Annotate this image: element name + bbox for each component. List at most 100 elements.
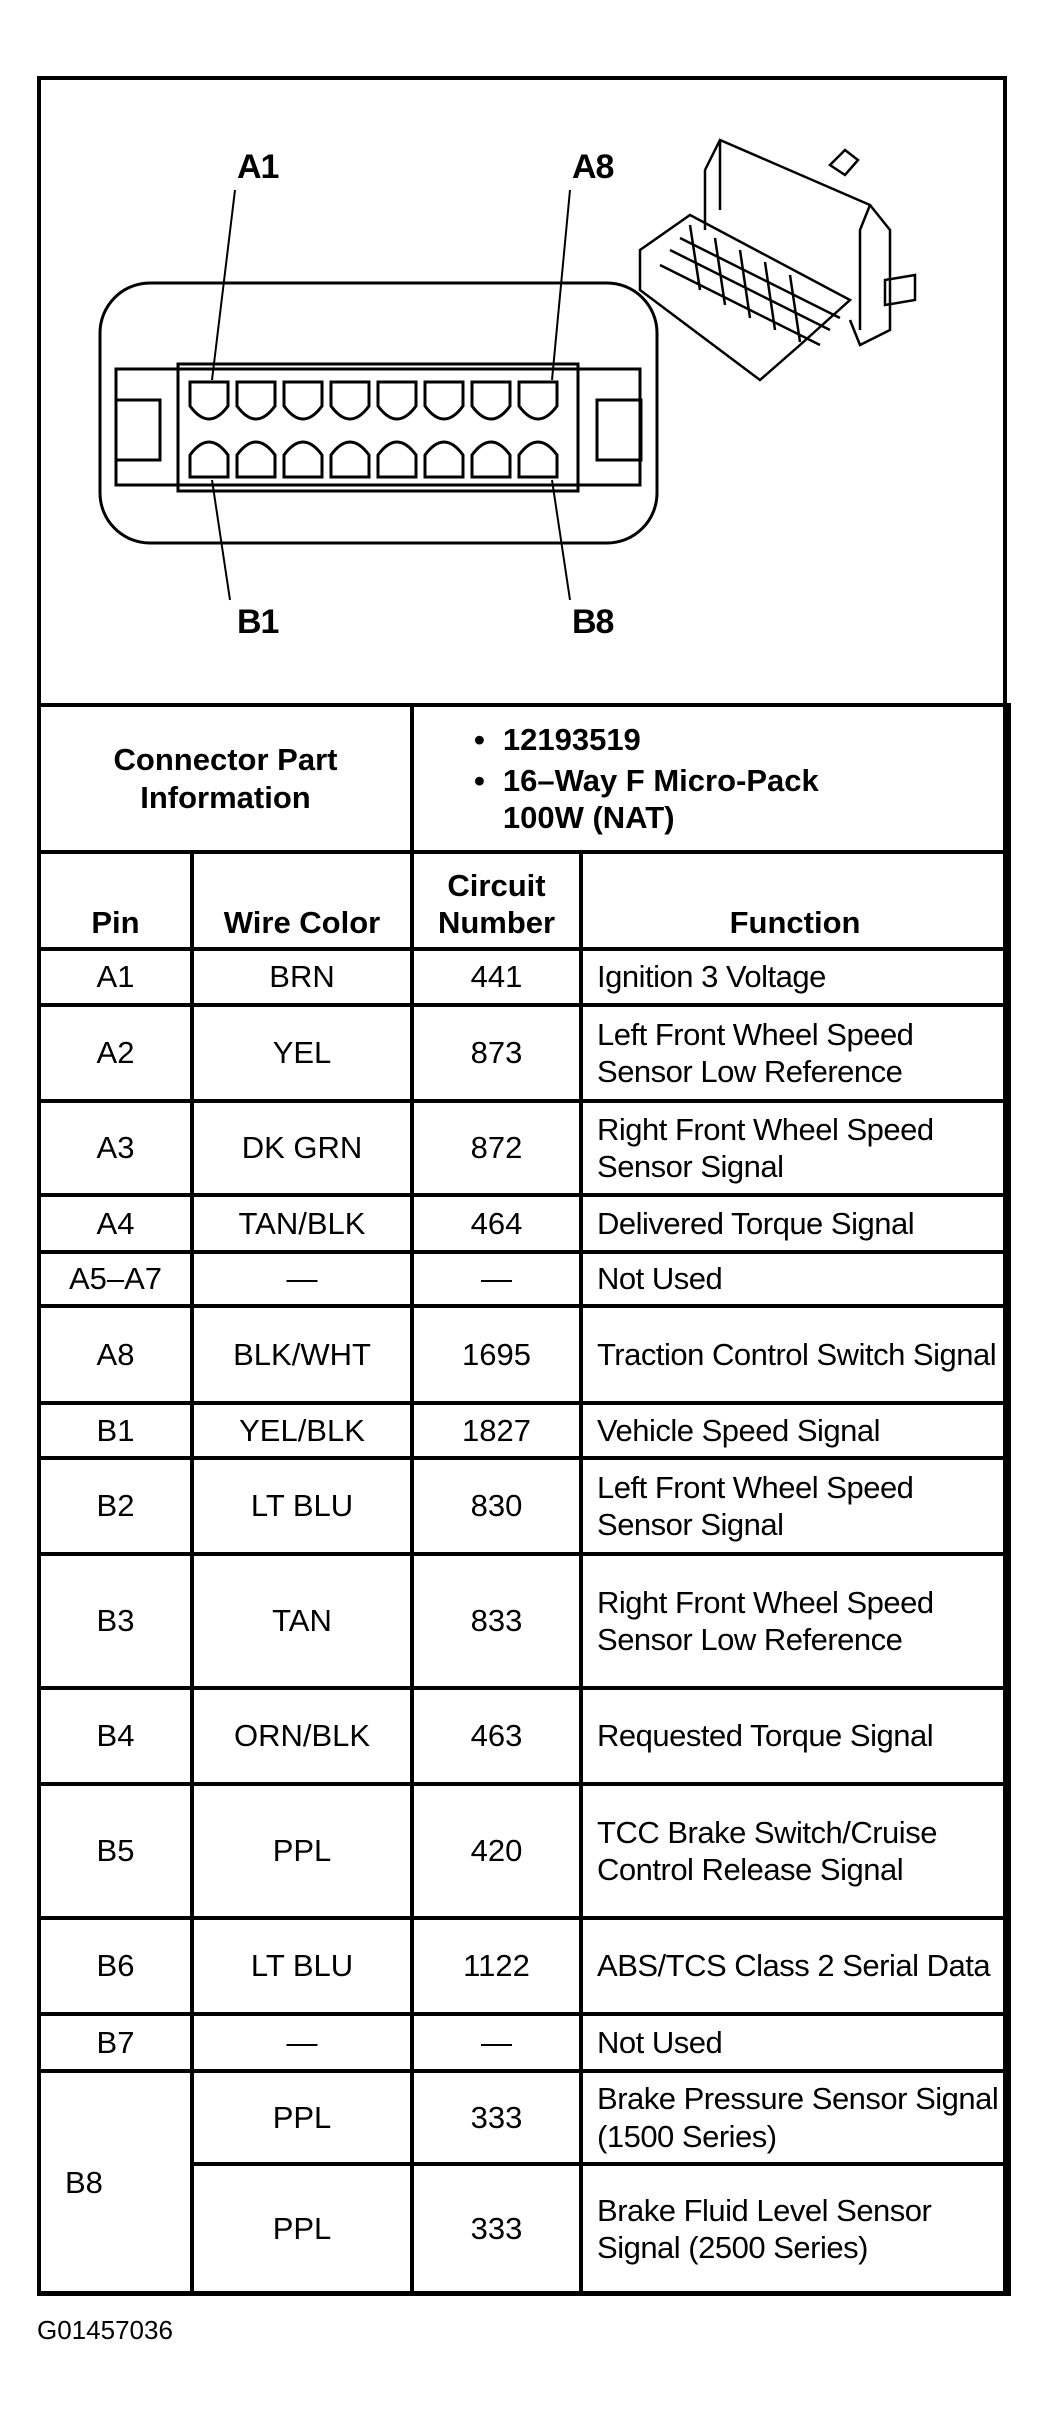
function-cell: Vehicle Speed Signal [579, 1401, 1012, 1460]
pin-label-a1: A1 [237, 148, 279, 186]
leader-a8 [551, 189, 571, 381]
terminal-cavity [329, 440, 371, 479]
figure-code: G01457036 [37, 2315, 173, 2345]
wire-color-cell: YEL/BLK [189, 1401, 415, 1460]
connector-diagram: A1 A8 B1 B8 [37, 76, 1007, 704]
circuit-cell: 464 [410, 1193, 584, 1254]
function-cell: TCC Brake Switch/Cruise Control Release … [579, 1782, 1012, 1920]
function-cell: Brake Fluid Level Sensor Signal (2500 Se… [579, 2162, 1012, 2296]
header-pin: Pin [37, 850, 194, 951]
terminal-cavity [423, 440, 465, 479]
pin-cell: A5–A7 [37, 1250, 194, 1308]
table-row: A5–A7— — Not Used [37, 1250, 1012, 1308]
header-row: Pin Wire Color Circuit Number Function [37, 850, 1012, 951]
table-row: A4 TAN/BLK 464 Delivered Torque Signal [37, 1193, 1012, 1254]
circuit-cell: — [410, 1250, 584, 1308]
wire-color-cell: PPL [189, 2069, 415, 2166]
right-latch [595, 398, 643, 462]
table-row: B4 ORN/BLK 463 Requested Torque Signal [37, 1686, 1012, 1786]
wire-color-cell: BRN [189, 947, 415, 1007]
pin-block [176, 362, 580, 493]
terminal-cavity [235, 380, 277, 421]
table-row: B3 TAN 833 Right Front Wheel Speed Sensor L… [37, 1552, 1012, 1690]
function-cell: ABS/TCS Class 2 Serial Data [579, 1916, 1012, 2016]
pin-cell: A4 [37, 1193, 194, 1254]
function-cell: Right Front Wheel Speed Sensor Low Refer… [579, 1552, 1012, 1690]
terminal-cavity [470, 440, 512, 479]
circuit-cell: 833 [410, 1552, 584, 1690]
table-row: B6 LT BLU 1122 ABS/TCS Class 2 Serial Data [37, 1916, 1012, 2016]
circuit-cell: 420 [410, 1782, 584, 1920]
terminal-cavity [376, 440, 418, 479]
pin-cell: A3 [37, 1099, 194, 1197]
function-cell: Not Used [579, 1250, 1012, 1308]
table-row: B1 YEL/BLK 1827 Vehicle Speed Signal [37, 1401, 1012, 1460]
table-row: A1 BRN 441 Ignition 3 Voltage [37, 947, 1012, 1007]
circuit-cell: — [410, 2012, 584, 2073]
connector-outline [98, 281, 659, 545]
terminal-cavity [282, 380, 324, 421]
terminal-cavity [188, 380, 230, 421]
connector-info-item: • 12193519 [474, 721, 641, 757]
header-circuit-number: Circuit Number [410, 850, 584, 951]
function-cell: Requested Torque Signal [579, 1686, 1012, 1786]
leader-b1 [211, 479, 231, 601]
terminal-cavity [423, 380, 465, 421]
pin-cell: B4 [37, 1686, 194, 1786]
header-wire-color: Wire Color [189, 850, 415, 951]
circuit-cell: 1122 [410, 1916, 584, 2016]
wire-color-cell: TAN/BLK [189, 1193, 415, 1254]
table-row: B7— — Not Used [37, 2012, 1012, 2073]
terminal-cavity [517, 440, 559, 479]
wire-color-cell: — [189, 2012, 415, 2073]
pin-cell: A8 [37, 1304, 194, 1405]
table-row: A3 DK GRN 872 Right Front Wheel Speed Senso… [37, 1099, 1012, 1197]
circuit-cell: 872 [410, 1099, 584, 1197]
terminal-cavity [470, 380, 512, 421]
function-cell: Brake Pressure Sensor Signal (1500 Serie… [579, 2069, 1012, 2166]
connector-3d-view [638, 138, 917, 382]
table-row: B2 LT BLU 830 Left Front Wheel Speed Sensor… [37, 1456, 1012, 1556]
pin-label-b1: B1 [237, 603, 279, 641]
terminal-cavity [517, 380, 559, 421]
wire-color-cell: PPL [189, 1782, 415, 1920]
wire-color-cell: TAN [189, 1552, 415, 1690]
leader-b8 [551, 479, 571, 601]
circuit-cell: 873 [410, 1003, 584, 1103]
table-row: B8 PPL 333 Brake Pressure Sensor Signal (15… [37, 2069, 1012, 2296]
terminal-cavity [188, 440, 230, 479]
pin-cell: A2 [37, 1003, 194, 1103]
pin-cell: B7 [37, 2012, 194, 2073]
function-cell: Right Front Wheel Speed Sensor Signal [579, 1099, 1012, 1197]
connector-info-item: • 16–Way F Micro-Pack 100W (NAT) [474, 762, 819, 836]
table-row: A8 BLK/WHT 1695 Traction Control Switch Sig… [37, 1304, 1012, 1405]
table-row: B5 PPL 420 TCC Brake Switch/Cruise Control … [37, 1782, 1012, 1920]
pin-cell: B8 [37, 2069, 194, 2296]
table-row: PPL 333 Brake Fluid Level Sensor Signal (2… [39, 2162, 1012, 2296]
wire-color-cell: ORN/BLK [189, 1686, 415, 1786]
pin-cell: B3 [37, 1552, 194, 1690]
circuit-cell: 463 [410, 1686, 584, 1786]
pin-label-b8: B8 [572, 603, 614, 641]
terminal-cavity [376, 380, 418, 421]
circuit-cell: 1827 [410, 1401, 584, 1460]
function-cell: Not Used [579, 2012, 1012, 2073]
pin-cell: B6 [37, 1916, 194, 2016]
header-function: Function [579, 850, 1012, 951]
table-row: A2 YEL 873 Left Front Wheel Speed Sensor Lo… [37, 1003, 1012, 1103]
wire-color-cell: LT BLU [189, 1916, 415, 2016]
circuit-cell: 333 [410, 2162, 584, 2296]
terminal-cavity [235, 440, 277, 479]
connector-face-drawing [98, 138, 917, 601]
wire-color-cell: PPL [189, 2162, 415, 2296]
leader-a1 [211, 189, 236, 381]
connector-info-label: Connector Part Information [36, 703, 415, 854]
terminal-cavity [282, 440, 324, 479]
function-cell: Left Front Wheel Speed Sensor Low Refere… [579, 1003, 1012, 1103]
circuit-cell: 333 [410, 2069, 584, 2166]
pin-cell: B2 [37, 1456, 194, 1556]
pinout-table: Connector Part Information • 12193519 • 16… [36, 703, 1012, 2296]
function-cell: Traction Control Switch Signal [579, 1304, 1012, 1405]
wire-color-cell: BLK/WHT [189, 1304, 415, 1405]
wire-color-cell: — [189, 1250, 415, 1308]
